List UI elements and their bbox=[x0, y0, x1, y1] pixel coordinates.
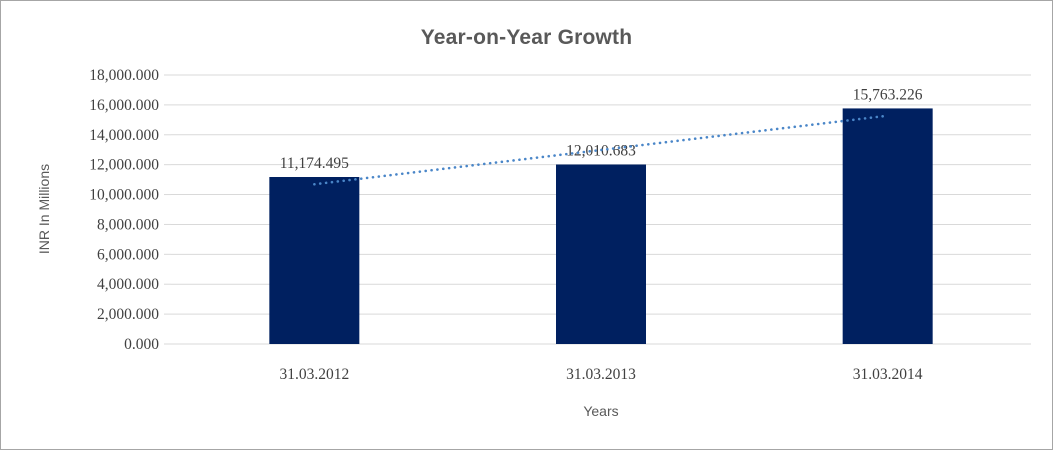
x-tick-label: 31.03.2012 bbox=[279, 366, 349, 383]
y-tick-label: 0.000 bbox=[124, 336, 159, 353]
y-tick-label: 18,000.000 bbox=[89, 67, 159, 84]
x-tick-label: 31.03.2014 bbox=[853, 366, 923, 383]
y-tick-label: 6,000.000 bbox=[97, 246, 159, 263]
bar bbox=[556, 164, 646, 344]
x-tick-label: 31.03.2013 bbox=[566, 366, 636, 383]
y-tick-label: 8,000.000 bbox=[97, 216, 159, 233]
y-tick-label: 2,000.000 bbox=[97, 306, 159, 323]
bar-value-label: 11,174.495 bbox=[280, 155, 349, 172]
trendline bbox=[313, 114, 889, 186]
x-axis-title: Years bbox=[583, 403, 619, 419]
y-tick-label: 4,000.000 bbox=[97, 276, 159, 293]
bar-value-label: 15,763.226 bbox=[853, 86, 923, 103]
y-tick-label: 12,000.000 bbox=[89, 157, 159, 174]
chart-title: Year-on-Year Growth bbox=[420, 26, 633, 49]
y-tick-label: 10,000.000 bbox=[89, 187, 159, 204]
bar bbox=[842, 108, 933, 345]
y-tick-label: 14,000.000 bbox=[89, 127, 159, 144]
bar bbox=[269, 177, 360, 344]
y-tick-label: 16,000.000 bbox=[89, 97, 159, 114]
